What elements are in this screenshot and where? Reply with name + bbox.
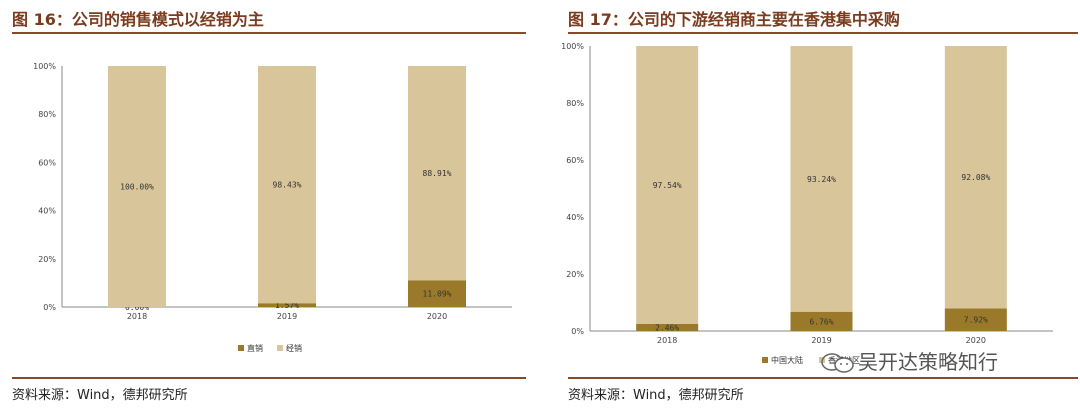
left-ytick-label: 60% xyxy=(38,158,56,167)
left-bar-top xyxy=(408,66,466,281)
left-legend-label: 直销 xyxy=(247,343,263,353)
left-bar-top xyxy=(258,66,316,304)
left-ytick-label: 80% xyxy=(38,110,56,119)
left-ytick-label: 100% xyxy=(33,62,56,71)
left-bar-top xyxy=(108,66,166,307)
left-source-note: 资料来源：Wind，德邦研究所 xyxy=(12,388,188,403)
right-ytick-label: 40% xyxy=(566,213,584,222)
right-xtick-label: 2018 xyxy=(657,336,677,345)
right-title-rule xyxy=(568,32,1078,34)
left-data-label: 88.91% xyxy=(423,169,452,178)
right-bar-bottom xyxy=(944,308,1007,331)
left-legend-swatch xyxy=(238,345,244,351)
left-xtick-label: 2018 xyxy=(127,312,147,321)
left-data-label: 98.43% xyxy=(273,181,302,190)
left-data-label: 0.00% xyxy=(125,303,149,312)
right-legend-label: 中国大陆 xyxy=(771,355,803,365)
right-legend-swatch xyxy=(762,357,768,363)
right-source-rule xyxy=(568,377,1078,379)
left-legend-swatch xyxy=(277,345,283,351)
left-source-rule xyxy=(12,377,526,379)
wechat-icon xyxy=(821,353,854,373)
right-bar-bottom xyxy=(790,311,853,331)
right-figure: 图 17：公司的下游经销商主要在香港集中采购 0% 20% 40% 60% 80% 100… xyxy=(556,0,1080,409)
left-ytick-label: 20% xyxy=(38,255,56,264)
right-ytick-label: 100% xyxy=(561,42,584,51)
right-data-label: 2.46% xyxy=(655,323,679,332)
right-data-label: 7.92% xyxy=(964,316,988,325)
left-data-label: 1.57% xyxy=(275,301,299,310)
right-data-label: 93.24% xyxy=(807,175,836,184)
right-xtick-label: 2019 xyxy=(811,336,831,345)
left-legend-label: 经销 xyxy=(286,343,302,353)
left-xtick-label: 2020 xyxy=(427,312,447,321)
left-ytick-label: 40% xyxy=(38,207,56,216)
left-figure: 图 16：公司的销售模式以经销为主 0% 20% 40% 60% 80% 100% 0.00… xyxy=(12,10,526,403)
right-source-note: 资料来源：Wind，德邦研究所 xyxy=(568,388,744,403)
left-data-label: 100.00% xyxy=(120,183,154,192)
right-data-label: 92.08% xyxy=(961,173,990,182)
left-bar-bottom xyxy=(258,303,316,307)
right-ytick-label: 80% xyxy=(566,99,584,108)
right-xtick-label: 2020 xyxy=(966,336,986,345)
watermark-text: 吴开达策略知行 xyxy=(858,350,998,374)
right-bar-top xyxy=(636,46,699,324)
left-bar-bottom xyxy=(408,280,466,307)
right-bar-bottom xyxy=(636,323,699,331)
right-ytick-label: 0% xyxy=(571,327,584,336)
right-bar-top xyxy=(790,46,853,312)
right-ytick-label: 20% xyxy=(566,270,584,279)
left-figure-title: 图 16：公司的销售模式以经销为主 xyxy=(12,10,264,29)
right-data-label: 97.54% xyxy=(653,181,682,190)
left-xtick-label: 2019 xyxy=(277,312,297,321)
left-ytick-label: 0% xyxy=(43,303,56,312)
right-data-label: 6.76% xyxy=(809,317,833,326)
left-data-label: 11.09% xyxy=(423,290,452,299)
right-bar-top xyxy=(944,46,1007,309)
left-title-rule xyxy=(12,32,526,34)
left-stacked-bar-chart: 0% 20% 40% 60% 80% 100% 0.00% 100.00% 2018 1.57% 9… xyxy=(33,62,512,353)
right-figure-title: 图 17：公司的下游经销商主要在香港集中采购 xyxy=(568,10,900,29)
right-ytick-label: 60% xyxy=(566,156,584,165)
right-stacked-bar-chart: 0% 20% 40% 60% 80% 100% 2.46% 97.54% 2018 6.76% 93… xyxy=(561,42,1053,365)
